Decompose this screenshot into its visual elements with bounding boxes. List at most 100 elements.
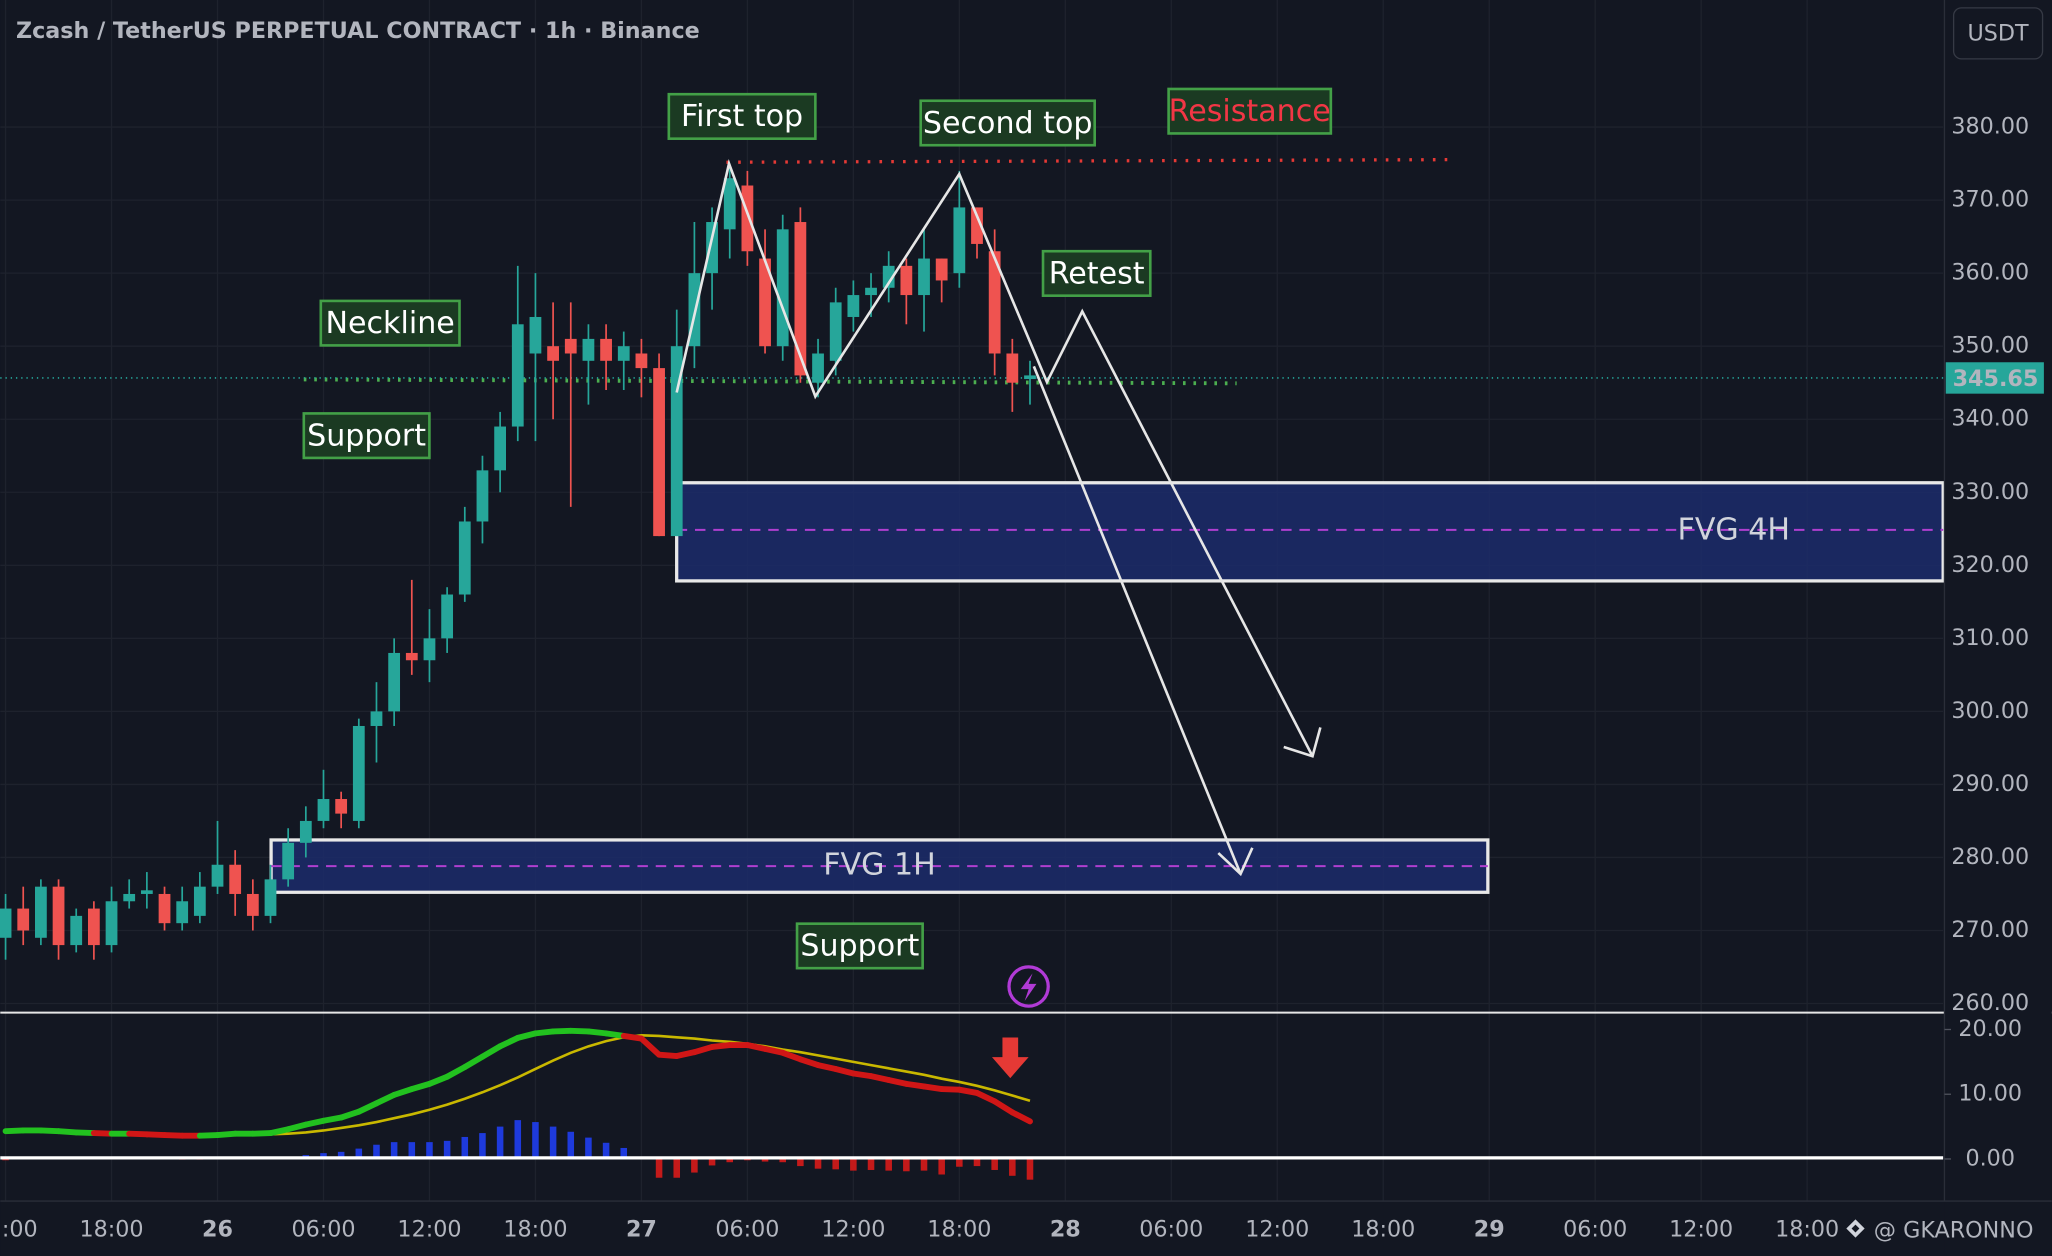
candle-body <box>882 265 895 288</box>
candle-body <box>193 886 206 916</box>
fast-line <box>638 1035 663 1058</box>
fast-line <box>497 1034 521 1050</box>
histogram-bar <box>320 1153 327 1159</box>
fast-line <box>603 1030 627 1039</box>
fast-line <box>73 1129 97 1137</box>
fast-line <box>620 1033 645 1042</box>
histogram-bar <box>850 1158 857 1171</box>
histogram-bar <box>991 1158 998 1170</box>
currency-label[interactable]: USDT <box>1968 21 2030 47</box>
watermark: @ GKARONNO <box>1874 1218 2034 1244</box>
candle-body <box>494 426 507 471</box>
histogram-bar <box>337 1151 345 1159</box>
histogram-bar <box>532 1122 539 1159</box>
histogram-bar <box>549 1126 557 1159</box>
histogram-bar <box>867 1158 875 1170</box>
histogram-bar <box>408 1142 416 1159</box>
candle-body <box>476 470 489 522</box>
histogram-bar <box>461 1136 469 1159</box>
annotation-box <box>667 92 817 140</box>
fvg-4h-zone <box>675 481 1945 583</box>
candle-body <box>123 893 136 902</box>
annotation: Retest <box>1049 256 1145 291</box>
candle-body <box>299 820 312 843</box>
histogram-bar <box>726 1158 733 1163</box>
histogram-bar <box>691 1158 698 1173</box>
candle-body <box>918 258 930 296</box>
arrow-head <box>1283 727 1322 758</box>
y-tick-label: 260.00 <box>1951 990 2029 1016</box>
fast-line <box>903 1080 927 1090</box>
x-tick-label: 12:00 <box>0 1216 38 1242</box>
histogram-bar <box>973 1158 981 1167</box>
x-tick-label: 06:00 <box>291 1216 355 1242</box>
fast-line <box>355 1100 380 1115</box>
fast-line <box>779 1049 804 1063</box>
axes: 260.00270.00280.00290.00300.00310.00320.… <box>0 114 2044 1242</box>
fast-line <box>868 1073 892 1083</box>
y-tick-label: 380.00 <box>1951 114 2029 140</box>
fast-line <box>302 1117 327 1128</box>
x-tick-label: 18:00 <box>927 1216 991 1242</box>
candle-body <box>511 324 524 427</box>
fast-line <box>461 1053 486 1070</box>
chart-title: Zcash / TetherUS PERPETUAL CONTRACT · 1h… <box>16 18 700 44</box>
histogram-bar <box>602 1142 610 1159</box>
y-tick-label: 0.00 <box>1965 1145 2015 1171</box>
candle-body <box>335 799 348 814</box>
y-tick-label: 340.00 <box>1951 406 2029 432</box>
x-tick-label: 18:00 <box>80 1216 144 1242</box>
fast-line <box>426 1073 451 1087</box>
y-tick-label: 330.00 <box>1951 479 2029 505</box>
fast-line <box>885 1077 910 1087</box>
pattern-line <box>675 158 1314 757</box>
histogram-bar <box>938 1158 945 1175</box>
currency-button[interactable] <box>1952 7 2044 60</box>
histogram-bar <box>620 1147 628 1159</box>
candle-body <box>211 864 224 887</box>
fast-line <box>37 1127 62 1135</box>
histogram-bar <box>655 1158 663 1178</box>
candle-body <box>1006 353 1019 383</box>
candle-body <box>458 521 471 595</box>
fast-line <box>391 1086 415 1098</box>
x-tick-label: 12:00 <box>1669 1216 1733 1242</box>
annotation: Second top <box>923 106 1093 141</box>
candle-body <box>988 251 1001 354</box>
fast-line <box>832 1066 857 1077</box>
fast-line <box>850 1070 874 1080</box>
fast-line <box>267 1126 292 1137</box>
fast-line <box>656 1051 680 1059</box>
candle-body <box>971 207 983 244</box>
x-tick-label: 06:00 <box>1139 1216 1203 1242</box>
candle-body <box>759 258 771 347</box>
last-price-label: 345.65 <box>1953 366 2039 392</box>
fast-line <box>285 1121 309 1133</box>
y-tick-label: 320.00 <box>1951 552 2029 578</box>
histogram-bar <box>885 1158 892 1171</box>
x-tick-label: 12:00 <box>397 1216 461 1242</box>
x-tick-label: 18:00 <box>1775 1216 1839 1242</box>
x-tick-label: 26 <box>202 1216 233 1242</box>
candle-body <box>158 893 171 924</box>
event-icon[interactable] <box>1007 965 1050 1008</box>
fast-line <box>55 1128 80 1136</box>
candle-body <box>865 287 877 296</box>
candle-body <box>706 222 718 274</box>
fast-line <box>938 1086 963 1093</box>
y-tick-label: 360.00 <box>1951 260 2029 286</box>
candle-body <box>246 893 259 916</box>
fast-line <box>373 1091 398 1107</box>
histogram-bar <box>832 1158 839 1170</box>
annotation-box <box>302 412 431 460</box>
histogram-bar <box>567 1131 575 1159</box>
candle-body <box>829 302 842 361</box>
x-tick-label: 18:00 <box>1351 1216 1415 1242</box>
candle-body <box>229 864 242 894</box>
histogram-bar <box>585 1137 592 1159</box>
fast-line <box>126 1130 150 1138</box>
candle-body <box>317 799 330 821</box>
annotation-box <box>1041 249 1152 297</box>
candle-body <box>70 915 83 946</box>
